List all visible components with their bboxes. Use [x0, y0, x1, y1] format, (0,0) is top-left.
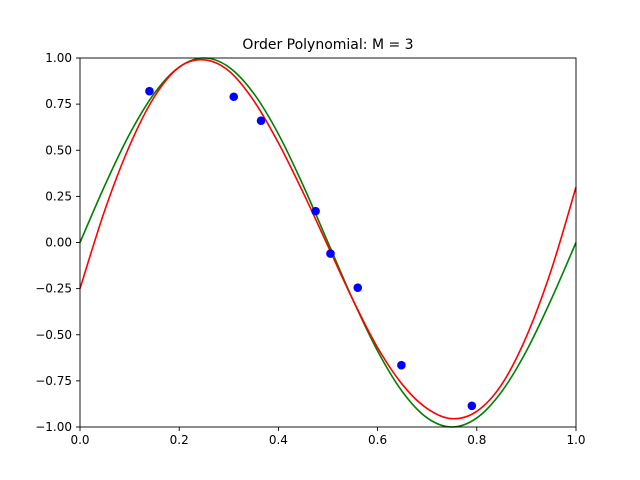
y-tick-label: 0.75 [45, 97, 72, 111]
axes: 0.0 0.2 0.4 0.6 0.8 1.0 1.00 0.75 0.50 0.25 0.00 −0… [35, 51, 585, 447]
x-tick-label: 0.2 [170, 433, 189, 447]
x-tick-label: 0.0 [70, 433, 89, 447]
series-line-0 [79, 57, 577, 428]
data-point [311, 206, 320, 216]
y-tick-label: 0.00 [45, 236, 72, 250]
x-tick-label: 0.6 [368, 433, 387, 447]
data-point [397, 360, 406, 370]
x-tick-label: 0.8 [467, 433, 486, 447]
y-tick-label: 0.50 [45, 143, 72, 157]
x-tick-label: 0.4 [269, 433, 288, 447]
y-tick-label: 1.00 [45, 51, 72, 65]
x-tick-label: 1.0 [566, 433, 585, 447]
data-point [353, 283, 363, 293]
y-tick-label: −1.00 [35, 420, 72, 434]
data-point [229, 92, 239, 102]
data-point [467, 401, 477, 411]
y-tick-label: −0.25 [35, 282, 72, 296]
series-line-1 [79, 58, 577, 420]
data-point [326, 249, 335, 258]
y-tick-label: −0.75 [35, 374, 72, 388]
plot-area [79, 57, 577, 428]
data-point [145, 86, 154, 96]
y-tick-label: 0.25 [45, 189, 72, 203]
chart-title: Order Polynomial: M = 3 [242, 37, 413, 53]
data-point [256, 116, 266, 126]
y-tick-label: −0.50 [35, 328, 72, 342]
